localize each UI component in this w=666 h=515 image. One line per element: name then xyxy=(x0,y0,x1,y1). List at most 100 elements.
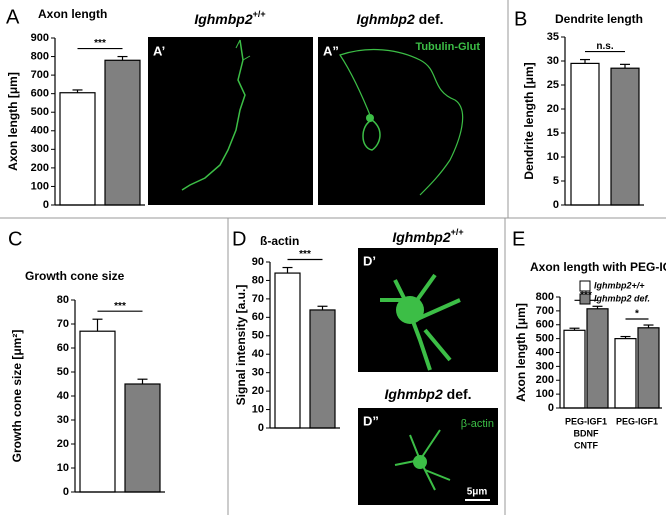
x-tick-label: PEG-IGF1 xyxy=(616,416,658,426)
y-tick-label: 200 xyxy=(536,374,554,386)
significance-label: *** xyxy=(114,301,126,312)
y-axis-label: Axon length [μm] xyxy=(514,303,528,402)
y-tick-label: 50 xyxy=(57,366,69,378)
y-tick-label: 5 xyxy=(553,175,559,187)
legend-swatch xyxy=(579,280,591,292)
y-tick-label: 0 xyxy=(63,486,69,498)
y-tick-label: 10 xyxy=(252,403,264,415)
y-tick-label: 25 xyxy=(547,79,559,91)
bar xyxy=(309,309,336,429)
y-tick-label: 30 xyxy=(547,55,559,67)
y-tick-label: 0 xyxy=(553,199,559,211)
micrograph xyxy=(358,408,498,505)
y-tick-label: 10 xyxy=(57,462,69,474)
y-axis-label: Signal intensity [a.u.] xyxy=(234,285,248,406)
y-axis-label: Dendrite length [μm] xyxy=(522,62,536,179)
micrograph xyxy=(148,37,313,205)
panel-letter: B xyxy=(514,8,527,30)
y-tick-label: 30 xyxy=(57,414,69,426)
y-tick-label: 500 xyxy=(536,333,554,345)
image-label: D” xyxy=(363,413,379,428)
legend-swatch xyxy=(579,293,591,305)
y-tick-label: 40 xyxy=(252,348,264,360)
y-tick-label: 10 xyxy=(547,151,559,163)
significance-label: *** xyxy=(299,249,311,260)
y-tick-label: 70 xyxy=(252,293,264,305)
micrograph xyxy=(358,248,498,372)
legend-label: Ighmbp2 def. xyxy=(594,293,650,303)
x-tick-label: PEG-IGF1 xyxy=(565,416,607,426)
y-tick-label: 70 xyxy=(57,318,69,330)
y-tick-label: 400 xyxy=(536,346,554,358)
y-tick-label: 800 xyxy=(536,291,554,303)
significance-label: *** xyxy=(94,38,106,49)
image-label: D’ xyxy=(363,253,376,268)
y-tick-label: 300 xyxy=(536,360,554,372)
y-tick-label: 0 xyxy=(258,422,264,434)
bar xyxy=(274,272,301,429)
x-tick-label: BDNF xyxy=(574,428,599,438)
y-tick-label: 500 xyxy=(31,106,49,118)
y-tick-label: 50 xyxy=(252,330,264,342)
chart-title: Growth cone size xyxy=(25,269,125,283)
significance-label: n.s. xyxy=(596,41,613,52)
bar xyxy=(570,62,600,206)
y-tick-label: 35 xyxy=(547,31,559,43)
panel-letter: A xyxy=(6,6,20,28)
y-tick-label: 700 xyxy=(31,69,49,81)
image-label: A’ xyxy=(153,43,165,58)
y-tick-label: 40 xyxy=(57,390,69,402)
x-tick-label: CNTF xyxy=(574,440,598,450)
image-header: Ighmbp2+/+ xyxy=(392,227,463,244)
y-tick-label: 15 xyxy=(547,127,559,139)
y-tick-label: 0 xyxy=(548,402,554,414)
bar xyxy=(586,308,609,409)
micrograph xyxy=(318,37,485,205)
panel-letter: D xyxy=(232,228,246,250)
y-tick-label: 200 xyxy=(31,162,49,174)
y-axis-label: Axon length [μm] xyxy=(6,72,20,171)
image-header: Ighmbp2 def. xyxy=(356,11,443,27)
stain-label: β-actin xyxy=(461,418,494,430)
y-tick-label: 20 xyxy=(57,438,69,450)
y-tick-label: 20 xyxy=(547,103,559,115)
y-tick-label: 90 xyxy=(252,256,264,268)
panel-letter: C xyxy=(8,228,22,250)
chart-title: Axon length xyxy=(38,7,107,21)
bar xyxy=(104,59,141,206)
y-tick-label: 0 xyxy=(43,199,49,211)
bar xyxy=(124,383,161,493)
y-tick-label: 800 xyxy=(31,50,49,62)
y-tick-label: 700 xyxy=(536,305,554,317)
y-tick-label: 400 xyxy=(31,125,49,137)
y-tick-label: 80 xyxy=(57,294,69,306)
chart-title: Axon length with PEG-IGF1 xyxy=(530,260,666,274)
bar xyxy=(59,92,96,206)
y-tick-label: 600 xyxy=(31,88,49,100)
image-label: A” xyxy=(323,43,339,58)
y-tick-label: 100 xyxy=(536,388,554,400)
y-axis-label: Growth cone size [μm²] xyxy=(10,330,24,463)
y-tick-label: 900 xyxy=(31,32,49,44)
y-tick-label: 600 xyxy=(536,319,554,331)
significance-label: * xyxy=(635,309,639,320)
bar xyxy=(79,330,116,493)
scale-label: 5μm xyxy=(467,487,488,498)
stain-label: Tubulin-Glut xyxy=(415,41,480,53)
bar xyxy=(563,329,586,409)
y-tick-label: 80 xyxy=(252,274,264,286)
bar xyxy=(614,338,637,409)
y-tick-label: 100 xyxy=(31,180,49,192)
bar xyxy=(610,67,640,206)
y-tick-label: 60 xyxy=(57,342,69,354)
image-header: Ighmbp2 def. xyxy=(384,386,471,402)
legend-label: Ighmbp2+/+ xyxy=(594,280,645,290)
chart-title: Dendrite length xyxy=(555,12,643,26)
chart-title: ß-actin xyxy=(260,234,299,248)
y-tick-label: 30 xyxy=(252,367,264,379)
y-tick-label: 20 xyxy=(252,385,264,397)
y-tick-label: 300 xyxy=(31,143,49,155)
y-tick-label: 60 xyxy=(252,311,264,323)
panel-letter: E xyxy=(512,228,525,250)
